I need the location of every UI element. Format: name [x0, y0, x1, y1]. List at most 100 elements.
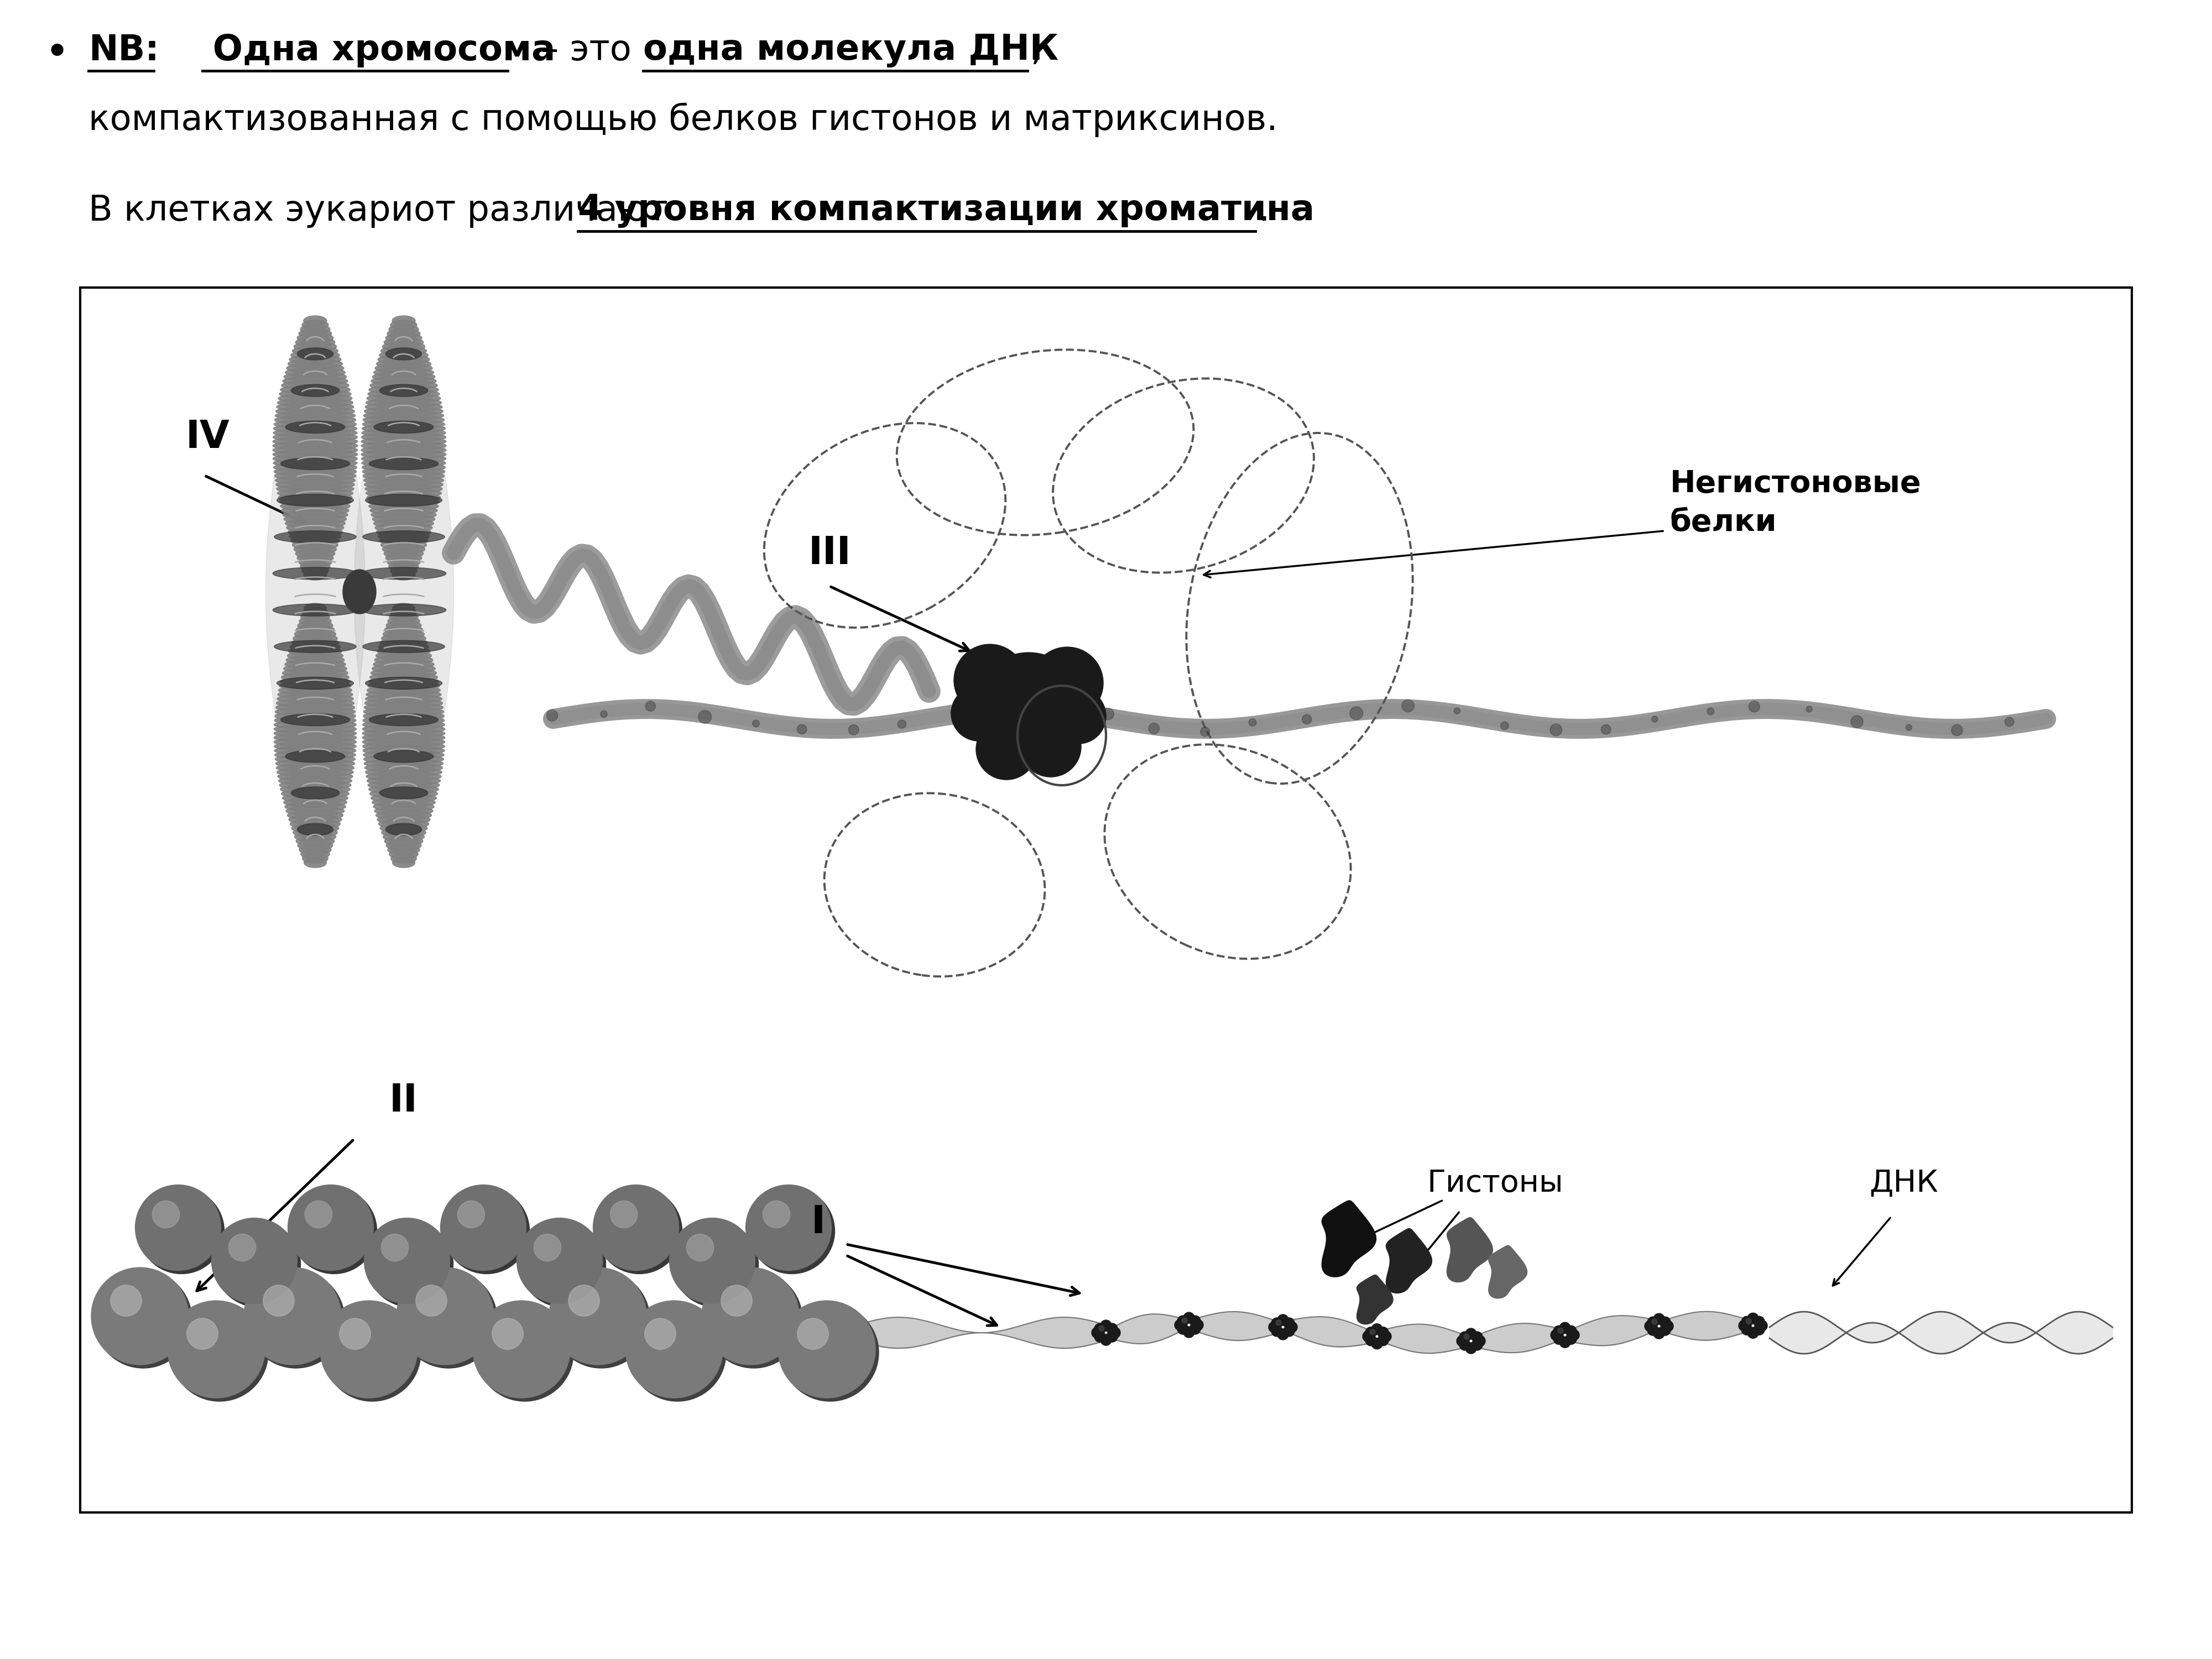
Circle shape [323, 1304, 420, 1402]
Circle shape [1053, 710, 1060, 717]
Circle shape [1378, 1335, 1389, 1345]
Ellipse shape [378, 350, 429, 360]
Ellipse shape [363, 420, 445, 430]
Ellipse shape [363, 742, 445, 752]
Text: III: III [807, 534, 852, 571]
Ellipse shape [372, 372, 436, 382]
Ellipse shape [276, 494, 354, 506]
Ellipse shape [294, 629, 336, 639]
Ellipse shape [392, 604, 416, 614]
Circle shape [1648, 1317, 1659, 1327]
Circle shape [1708, 708, 1714, 715]
Ellipse shape [369, 380, 438, 390]
Ellipse shape [279, 493, 352, 503]
Circle shape [1655, 1327, 1666, 1339]
Circle shape [520, 1221, 606, 1307]
Circle shape [1279, 1329, 1287, 1340]
Circle shape [549, 1267, 646, 1365]
Circle shape [1190, 1316, 1201, 1327]
Circle shape [1750, 702, 1761, 712]
Circle shape [1051, 688, 1106, 743]
Ellipse shape [281, 677, 349, 687]
Circle shape [975, 718, 1037, 780]
Ellipse shape [283, 372, 347, 382]
Circle shape [1652, 1319, 1657, 1324]
Circle shape [1250, 718, 1256, 727]
Ellipse shape [292, 637, 338, 647]
Text: •: • [44, 33, 69, 75]
Circle shape [95, 1271, 192, 1369]
Circle shape [1106, 1331, 1117, 1342]
Ellipse shape [363, 471, 445, 481]
Ellipse shape [272, 428, 358, 438]
Circle shape [1093, 1327, 1102, 1339]
Ellipse shape [367, 776, 440, 786]
Ellipse shape [274, 466, 356, 476]
Ellipse shape [283, 664, 347, 674]
Ellipse shape [365, 763, 442, 773]
Ellipse shape [392, 315, 416, 325]
Circle shape [1349, 707, 1363, 720]
Circle shape [763, 1201, 790, 1228]
Text: II: II [389, 1082, 418, 1118]
Polygon shape [1447, 1218, 1493, 1282]
Ellipse shape [374, 801, 434, 811]
Circle shape [750, 1188, 834, 1274]
Circle shape [1471, 1339, 1482, 1350]
Circle shape [1747, 1312, 1759, 1324]
Circle shape [380, 1234, 409, 1261]
Ellipse shape [288, 523, 343, 533]
Ellipse shape [276, 766, 354, 776]
Ellipse shape [363, 755, 445, 765]
Ellipse shape [363, 411, 445, 421]
Circle shape [1270, 1322, 1279, 1332]
Ellipse shape [369, 713, 438, 727]
Ellipse shape [380, 637, 427, 647]
Circle shape [1756, 1321, 1767, 1331]
Circle shape [1553, 1326, 1564, 1337]
Circle shape [1473, 1335, 1486, 1347]
Ellipse shape [363, 750, 445, 760]
Ellipse shape [272, 433, 358, 443]
Ellipse shape [272, 458, 358, 468]
Circle shape [951, 708, 958, 715]
Ellipse shape [285, 421, 345, 433]
Ellipse shape [380, 347, 427, 357]
Ellipse shape [296, 337, 334, 347]
Ellipse shape [365, 702, 442, 712]
Ellipse shape [285, 659, 345, 669]
Circle shape [1002, 705, 1009, 712]
Ellipse shape [369, 501, 438, 511]
Ellipse shape [276, 406, 354, 416]
Circle shape [628, 1304, 726, 1402]
Circle shape [1464, 1329, 1478, 1339]
Ellipse shape [387, 841, 420, 851]
Ellipse shape [301, 325, 330, 335]
Circle shape [153, 1201, 179, 1228]
Circle shape [1460, 1339, 1471, 1350]
Ellipse shape [283, 514, 347, 524]
Ellipse shape [283, 798, 347, 808]
Ellipse shape [361, 445, 447, 455]
Ellipse shape [274, 463, 356, 473]
Ellipse shape [292, 823, 338, 833]
Ellipse shape [392, 566, 416, 576]
Ellipse shape [387, 557, 420, 567]
Ellipse shape [281, 385, 349, 395]
Ellipse shape [296, 823, 334, 836]
Circle shape [212, 1218, 296, 1304]
Circle shape [1566, 1326, 1577, 1337]
Circle shape [898, 720, 907, 728]
Ellipse shape [378, 820, 429, 830]
Ellipse shape [376, 358, 431, 368]
Ellipse shape [367, 393, 440, 403]
Ellipse shape [365, 758, 442, 768]
Ellipse shape [365, 766, 442, 776]
Ellipse shape [274, 471, 356, 481]
Text: NB:: NB: [88, 33, 159, 68]
Ellipse shape [365, 479, 442, 489]
Ellipse shape [303, 604, 327, 614]
Circle shape [1201, 727, 1210, 737]
Ellipse shape [369, 506, 438, 516]
Circle shape [338, 1319, 372, 1349]
